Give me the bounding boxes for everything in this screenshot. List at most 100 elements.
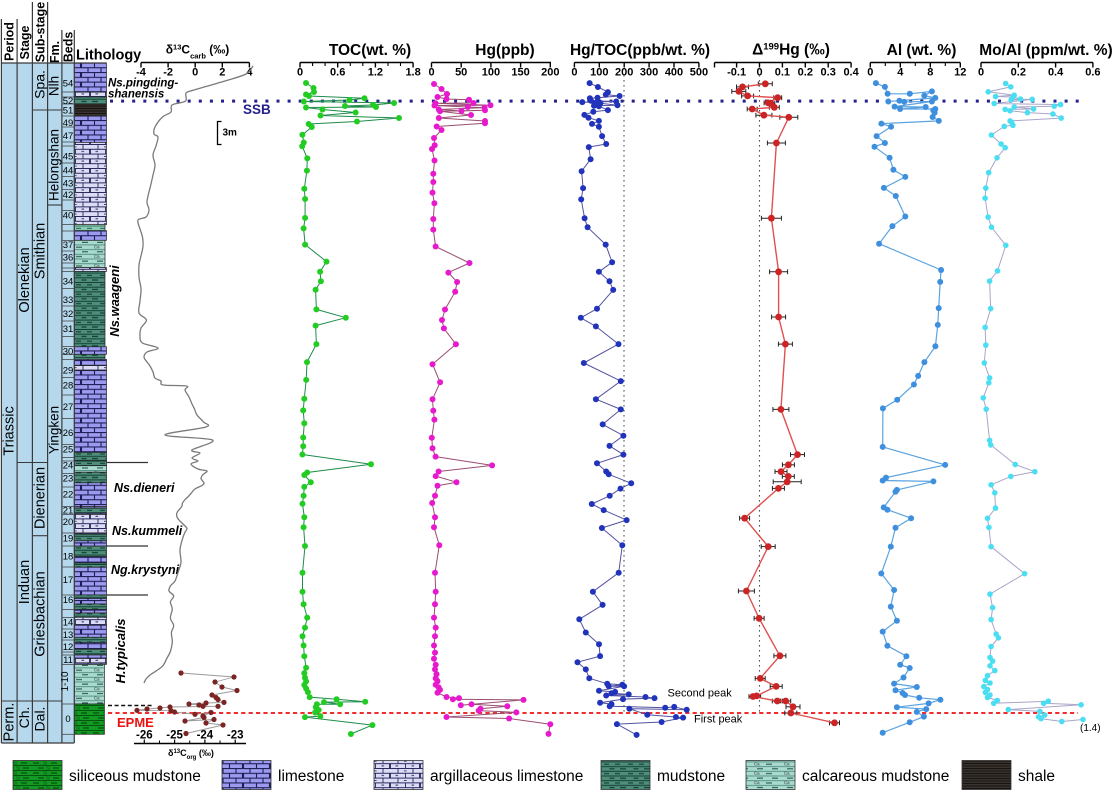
svg-text:100: 100 bbox=[590, 67, 608, 79]
svg-text:200: 200 bbox=[541, 67, 559, 79]
svg-text:mudstone: mudstone bbox=[657, 768, 725, 785]
svg-text:50: 50 bbox=[455, 67, 467, 79]
svg-text:51: 51 bbox=[63, 106, 74, 117]
svg-text:δ13Corg (‰): δ13Corg (‰) bbox=[168, 748, 214, 761]
svg-text:200: 200 bbox=[615, 67, 633, 79]
svg-text:-0.1: -0.1 bbox=[727, 67, 746, 79]
svg-text:36: 36 bbox=[63, 253, 74, 264]
svg-text:shale: shale bbox=[1018, 768, 1055, 785]
svg-text:Ns.waageni: Ns.waageni bbox=[107, 265, 122, 337]
svg-text:42: 42 bbox=[63, 190, 74, 201]
svg-text:0.6: 0.6 bbox=[330, 67, 345, 79]
svg-text:0: 0 bbox=[756, 67, 762, 79]
svg-text:argillaceous limestone: argillaceous limestone bbox=[430, 768, 583, 785]
svg-text:Ch.: Ch. bbox=[16, 707, 32, 729]
svg-text:SSB: SSB bbox=[243, 102, 271, 117]
svg-text:37: 37 bbox=[63, 240, 74, 251]
svg-text:H.typicalis: H.typicalis bbox=[113, 618, 128, 683]
svg-text:-23: -23 bbox=[227, 730, 244, 742]
svg-text:8: 8 bbox=[927, 67, 933, 79]
svg-text:26: 26 bbox=[63, 428, 74, 439]
svg-text:Yingken: Yingken bbox=[47, 406, 62, 454]
svg-text:-4: -4 bbox=[136, 67, 147, 79]
svg-text:1.2: 1.2 bbox=[368, 67, 383, 79]
svg-text:150: 150 bbox=[511, 67, 529, 79]
svg-text:Dienerian: Dienerian bbox=[32, 467, 48, 529]
svg-text:-26: -26 bbox=[136, 730, 153, 742]
svg-text:23: 23 bbox=[63, 474, 74, 485]
svg-text:400: 400 bbox=[665, 67, 683, 79]
svg-text:First peak: First peak bbox=[694, 714, 743, 726]
svg-text:-24: -24 bbox=[197, 730, 214, 742]
svg-text:Period: Period bbox=[3, 22, 17, 61]
svg-text:Fm.: Fm. bbox=[48, 41, 62, 63]
svg-text:Beds: Beds bbox=[61, 32, 75, 63]
svg-text:Ns.pingding-: Ns.pingding- bbox=[108, 78, 178, 90]
svg-text:52: 52 bbox=[63, 96, 74, 107]
svg-text:Perm.: Perm. bbox=[2, 703, 18, 742]
svg-text:0: 0 bbox=[428, 67, 434, 79]
svg-text:34: 34 bbox=[63, 277, 74, 288]
svg-text:54: 54 bbox=[63, 79, 74, 90]
svg-text:Smithian: Smithian bbox=[32, 223, 48, 279]
svg-text:47: 47 bbox=[63, 131, 74, 142]
svg-text:(1.4): (1.4) bbox=[1080, 723, 1101, 734]
svg-text:Olenekian: Olenekian bbox=[17, 247, 33, 312]
svg-text:Ng.krystyni: Ng.krystyni bbox=[111, 563, 180, 577]
svg-text:0.1: 0.1 bbox=[775, 67, 790, 79]
svg-text:Triassic: Triassic bbox=[2, 406, 18, 455]
svg-text:0: 0 bbox=[571, 67, 577, 79]
svg-text:TOC(wt. %): TOC(wt. %) bbox=[329, 42, 411, 59]
svg-text:27: 27 bbox=[63, 402, 74, 413]
svg-text:δ13Ccarb (‰): δ13Ccarb (‰) bbox=[166, 42, 229, 60]
svg-text:12: 12 bbox=[954, 67, 966, 79]
svg-text:-25: -25 bbox=[166, 730, 183, 742]
svg-text:0: 0 bbox=[192, 67, 198, 79]
svg-text:0: 0 bbox=[867, 67, 873, 79]
svg-text:Second peak: Second peak bbox=[668, 688, 733, 700]
svg-text:14: 14 bbox=[63, 618, 74, 629]
svg-text:Mo/Al (ppm/wt. %): Mo/Al (ppm/wt. %) bbox=[979, 42, 1112, 59]
svg-text:Griesbachian: Griesbachian bbox=[32, 571, 48, 656]
svg-text:EPME: EPME bbox=[117, 715, 154, 730]
svg-text:24: 24 bbox=[63, 461, 74, 472]
svg-text:18: 18 bbox=[63, 552, 74, 563]
svg-text:12: 12 bbox=[63, 642, 74, 653]
svg-text:13: 13 bbox=[63, 630, 74, 641]
svg-text:21: 21 bbox=[63, 506, 74, 517]
svg-text:Hg/TOC(ppb/wt. %): Hg/TOC(ppb/wt. %) bbox=[570, 42, 710, 59]
svg-text:0.3: 0.3 bbox=[821, 67, 836, 79]
svg-text:32: 32 bbox=[63, 309, 74, 320]
svg-text:limestone: limestone bbox=[278, 768, 344, 785]
svg-text:Helongshan: Helongshan bbox=[47, 129, 62, 201]
svg-text:11: 11 bbox=[63, 655, 73, 666]
svg-text:Dal.: Dal. bbox=[31, 707, 47, 732]
svg-text:1-10: 1-10 bbox=[60, 671, 71, 691]
svg-text:16: 16 bbox=[63, 595, 74, 606]
svg-text:Ns.kummeli: Ns.kummeli bbox=[112, 524, 183, 538]
svg-text:19: 19 bbox=[63, 534, 74, 545]
svg-text:Hg(ppb): Hg(ppb) bbox=[475, 42, 534, 59]
svg-text:45: 45 bbox=[63, 152, 74, 163]
svg-text:44: 44 bbox=[63, 166, 74, 177]
svg-text:49: 49 bbox=[63, 118, 74, 129]
svg-text:0.2: 0.2 bbox=[1011, 67, 1026, 79]
svg-text:31: 31 bbox=[63, 324, 74, 335]
svg-text:Nlh: Nlh bbox=[47, 76, 62, 96]
svg-text:40: 40 bbox=[63, 211, 74, 222]
svg-text:500: 500 bbox=[690, 67, 708, 79]
svg-text:Spa.: Spa. bbox=[31, 70, 47, 99]
svg-text:17: 17 bbox=[63, 575, 74, 586]
svg-text:3m: 3m bbox=[223, 128, 238, 139]
svg-text:0.2: 0.2 bbox=[798, 67, 813, 79]
svg-text:2: 2 bbox=[219, 67, 225, 79]
svg-text:Al (wt. %): Al (wt. %) bbox=[887, 42, 957, 59]
svg-text:22: 22 bbox=[63, 490, 74, 501]
svg-text:calcareous mudstone: calcareous mudstone bbox=[802, 768, 949, 785]
svg-text:Lithology: Lithology bbox=[76, 48, 141, 64]
svg-text:0.6: 0.6 bbox=[1085, 67, 1100, 79]
svg-text:20: 20 bbox=[63, 517, 74, 528]
svg-text:0: 0 bbox=[297, 67, 303, 79]
svg-text:4: 4 bbox=[246, 67, 253, 79]
svg-text:30: 30 bbox=[63, 347, 74, 358]
